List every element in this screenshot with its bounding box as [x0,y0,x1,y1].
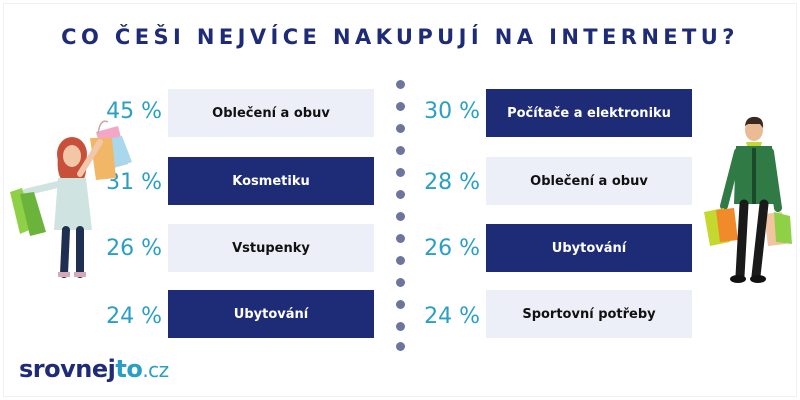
women-category-3: Vstupenky [168,224,374,272]
men-percent-1: 30 % [424,99,480,124]
women-category-4: Ubytování [168,290,374,338]
women-percent-4: 24 % [106,304,162,329]
logo-part-domain: .cz [142,358,169,382]
men-category-3: Ubytování [486,224,692,272]
man-shopper-icon [704,116,792,283]
logo-part-srovnej: srovnej [19,355,116,383]
woman-shopper-icon [10,120,132,278]
logo-part-to: to [115,355,143,383]
men-category-4: Sportovní potřeby [486,290,692,338]
men-category-1: Počítače a elektroniku [486,89,692,137]
men-percent-4: 24 % [424,304,480,329]
infographic-frame [3,3,797,397]
women-percent-3: 26 % [106,236,162,261]
srovnejto-logo[interactable]: srovnejto.cz [19,355,169,383]
men-percent-2: 28 % [424,170,480,195]
men-category-2: Oblečení a obuv [486,157,692,205]
dotted-divider [396,80,406,351]
page-title: CO ČEŠI NEJVÍCE NAKUPUJÍ NA INTERNETU? [61,25,739,49]
men-percent-3: 26 % [424,236,480,261]
women-category-1: Oblečení a obuv [168,89,374,137]
women-category-2: Kosmetiku [168,157,374,205]
women-percent-1: 45 % [106,99,162,124]
